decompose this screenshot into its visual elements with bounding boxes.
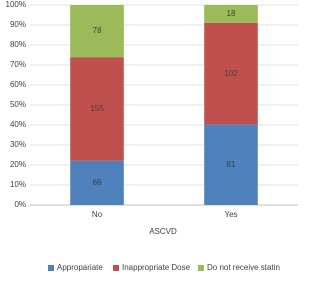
data-label: 155 <box>90 104 104 113</box>
x-tick-label: Yes <box>224 210 237 219</box>
legend-swatch <box>113 265 119 271</box>
data-label: 102 <box>224 69 238 78</box>
bar-segment <box>204 22 258 125</box>
legend-label: Appropariate <box>57 263 103 272</box>
x-axis-label: ASCVD <box>149 227 177 236</box>
legend-label: Inappropriate Dose <box>122 263 191 272</box>
y-tick-label: 70% <box>10 60 26 69</box>
y-tick-label: 60% <box>10 80 26 89</box>
legend-swatch <box>48 265 54 271</box>
y-tick-label: 20% <box>10 160 26 169</box>
y-tick-label: 0% <box>14 200 26 209</box>
y-tick-label: 40% <box>10 120 26 129</box>
y-tick-label: 50% <box>10 100 26 109</box>
bar-segment <box>70 57 124 161</box>
y-tick-label: 30% <box>10 140 26 149</box>
data-label: 81 <box>227 160 236 169</box>
data-label: 78 <box>93 26 102 35</box>
x-tick-label: No <box>92 210 103 219</box>
bar-segment <box>70 160 124 205</box>
bar-segment <box>204 5 258 23</box>
data-label: 66 <box>93 178 102 187</box>
chart: ASCVD 0% 10% 20% 30% 40% 50% 60% 70% 80% 90% 100% N… <box>6 0 298 272</box>
data-label: 18 <box>227 9 236 18</box>
y-tick-label: 80% <box>10 40 26 49</box>
legend-swatch <box>198 265 204 271</box>
y-tick-label: 90% <box>10 20 26 29</box>
legend-label: Do not receive statin <box>207 263 280 272</box>
bar-segment <box>70 5 124 58</box>
y-tick-label: 100% <box>6 0 26 9</box>
bar-segment <box>204 124 258 205</box>
y-tick-label: 10% <box>10 180 26 189</box>
